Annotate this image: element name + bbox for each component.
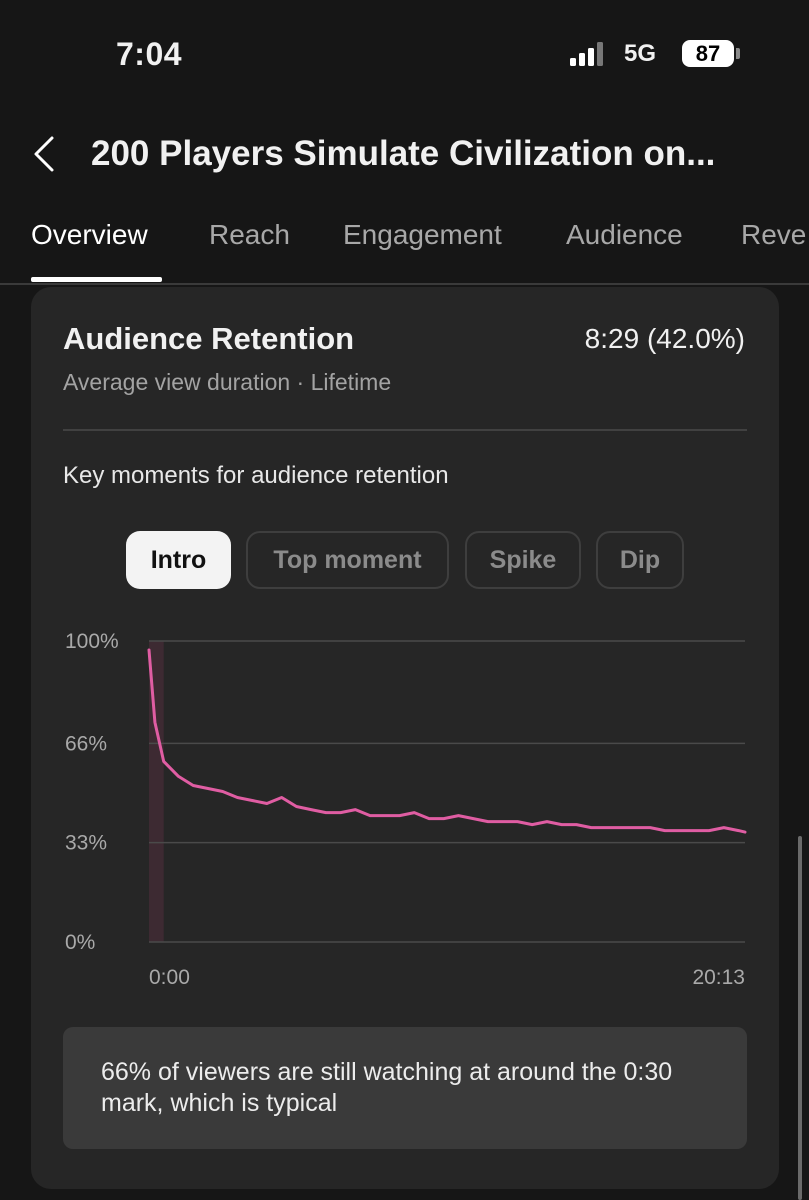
x-tick-label-start: 0:00 (149, 966, 190, 989)
status-bar: 7:04 5G 87 (0, 0, 809, 110)
chart-x-labels: 0:00 20:13 (149, 966, 745, 989)
back-button[interactable] (30, 132, 60, 176)
cellular-signal-icon (570, 42, 603, 66)
card-title: Audience Retention (63, 321, 355, 356)
chip-spike[interactable]: Spike (465, 531, 581, 589)
tab-overview[interactable]: Overview (31, 219, 148, 250)
battery-cap (736, 48, 740, 59)
key-moments-label: Key moments for audience retention (63, 462, 449, 489)
tab-revenue[interactable]: Reve (741, 219, 807, 250)
tab-reach[interactable]: Reach (209, 219, 290, 250)
tab-bar: Overview Reach Engagement Audience Reve (0, 205, 809, 285)
y-tick-label: 100% (65, 630, 119, 653)
page-title: 200 Players Simulate Civilization on... (91, 134, 716, 173)
y-tick-label: 33% (65, 832, 107, 855)
chip-intro[interactable]: Intro (126, 531, 231, 589)
retention-chart: 100% 66% 33% 0% 0:00 20:13 (65, 630, 747, 989)
scrollbar[interactable] (798, 836, 802, 1200)
chip-dip[interactable]: Dip (596, 531, 684, 589)
tab-engagement[interactable]: Engagement (343, 219, 502, 250)
chip-top-moment[interactable]: Top moment (246, 531, 449, 589)
intro-highlight-band (149, 641, 164, 942)
divider (63, 429, 747, 431)
status-time: 7:04 (116, 36, 183, 72)
retention-line (147, 648, 747, 834)
y-tick-label: 66% (65, 732, 107, 755)
network-type: 5G (624, 40, 657, 67)
chevron-left-icon (34, 136, 54, 172)
card-subtitle: Average view duration · Lifetime (63, 369, 392, 395)
audience-retention-card: Audience Retention 8:29 (42.0%) Average … (31, 287, 779, 1189)
active-tab-indicator (31, 277, 162, 282)
header-bar: 200 Players Simulate Civilization on... (0, 110, 809, 200)
x-tick-label-end: 20:13 (692, 966, 745, 989)
insight-box: 66% of viewers are still watching at aro… (63, 1027, 747, 1149)
chart-y-labels: 100% 66% 33% 0% (65, 630, 119, 954)
insight-text: 66% of viewers are still watching at aro… (101, 1058, 673, 1117)
battery-icon: 87 (682, 40, 734, 67)
chart-gridlines (149, 640, 745, 943)
y-tick-label: 0% (65, 931, 95, 954)
tab-audience[interactable]: Audience (566, 219, 683, 250)
average-view-duration-value: 8:29 (42.0%) (584, 323, 745, 354)
